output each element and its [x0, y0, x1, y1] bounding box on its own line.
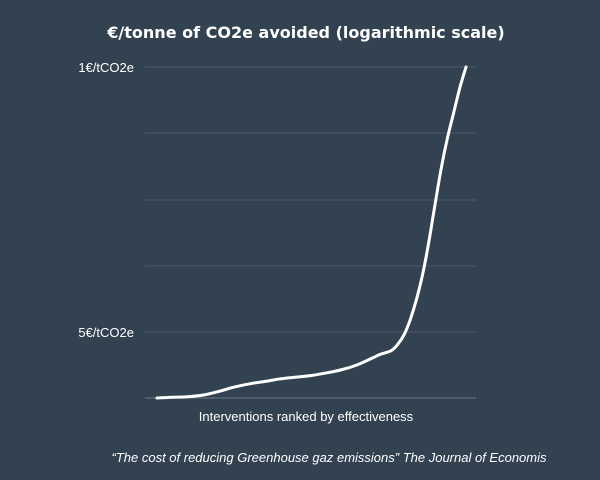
series-line [155, 65, 468, 400]
grid [145, 66, 476, 399]
y-tick-label: 1€/tCO2e [78, 60, 134, 75]
y-tick-label: 5€/tCO2e [78, 325, 134, 340]
x-axis-label: Interventions ranked by effectiveness [199, 409, 414, 424]
chart-title: €/tonne of CO2e avoided (logarithmic sca… [106, 23, 504, 42]
y-axis-ticks: 1€/tCO2e 5€/tCO2e [78, 60, 134, 340]
source-citation: “The cost of reducing Greenhouse gaz emi… [112, 450, 547, 465]
